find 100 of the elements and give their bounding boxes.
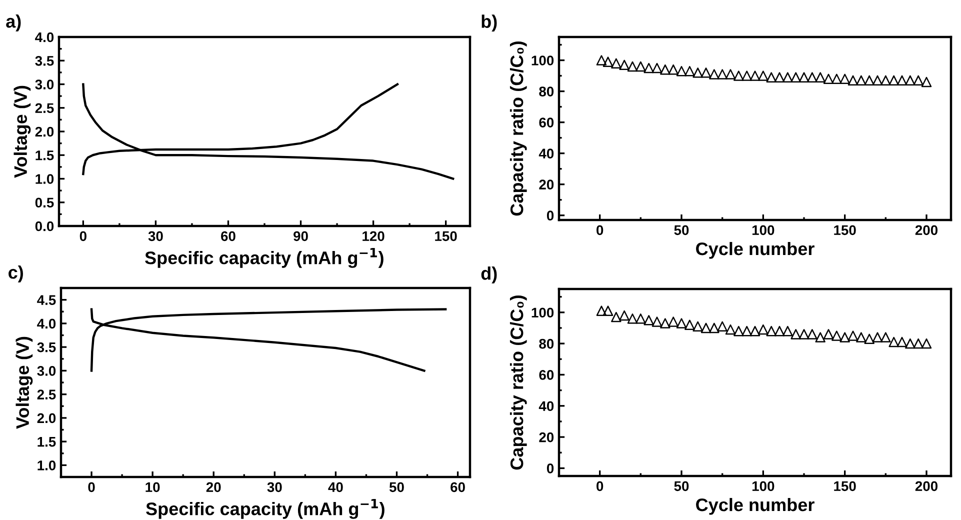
x-tick-label: 0 xyxy=(596,481,604,492)
y-tick-label: 1.0 xyxy=(36,174,54,184)
point xyxy=(872,75,883,86)
point xyxy=(758,70,768,81)
chart-title: a) xyxy=(6,14,21,32)
y-tick-label: 2.0 xyxy=(35,126,54,137)
x-tick-label: 30 xyxy=(267,482,282,492)
y-tick-label: 3.5 xyxy=(35,56,54,66)
y-tick-label: 4.5 xyxy=(37,295,56,305)
y-axis-title: Capacity ratio (C/C₀) xyxy=(510,296,527,470)
x-tick-label: 60 xyxy=(221,231,236,242)
point xyxy=(823,329,834,340)
y-tick-label: 0 xyxy=(546,464,554,474)
point xyxy=(750,70,760,81)
x-tick-label: 0 xyxy=(80,231,86,242)
point xyxy=(644,62,654,74)
y-axis-title: Voltage (V) xyxy=(14,86,31,178)
x-tick-label: 40 xyxy=(328,482,343,492)
point xyxy=(832,74,842,84)
y-tick-label: 1.5 xyxy=(36,150,54,160)
x-tick-label: 150 xyxy=(435,231,457,242)
point xyxy=(668,316,678,327)
point xyxy=(896,75,908,86)
y-tick-label: 2.5 xyxy=(37,390,56,400)
point xyxy=(856,332,866,342)
x-tick-label: 150 xyxy=(834,225,856,236)
y-tick-label: 2.0 xyxy=(37,413,56,424)
point xyxy=(921,76,932,88)
y-tick-label: 1.5 xyxy=(38,437,56,447)
point xyxy=(611,58,622,68)
x-tick-label: 200 xyxy=(915,481,938,492)
point xyxy=(864,75,874,86)
point xyxy=(660,318,670,328)
point xyxy=(856,75,866,86)
chart-title: c) xyxy=(8,266,23,282)
point xyxy=(913,338,924,349)
point xyxy=(684,320,695,330)
x-tick-label: 100 xyxy=(752,225,774,236)
point xyxy=(750,326,760,336)
point xyxy=(684,66,695,76)
y-tick-label: 4.0 xyxy=(35,32,54,42)
point xyxy=(627,61,638,72)
point xyxy=(905,338,916,349)
chart-title: b) xyxy=(482,14,497,32)
chart-title: d) xyxy=(481,266,497,284)
y-tick-label: 80 xyxy=(539,86,554,96)
point xyxy=(742,70,752,81)
x-tick-label: 150 xyxy=(834,481,856,492)
point xyxy=(676,318,687,328)
x-axis-title: Cycle number xyxy=(696,242,814,259)
point xyxy=(921,338,932,349)
x-tick-label: 30 xyxy=(148,231,163,242)
y-axis-title: Capacity ratio (C/C₀) xyxy=(510,42,527,216)
point xyxy=(790,72,801,82)
y-tick-label: 80 xyxy=(539,338,554,349)
point xyxy=(774,72,785,82)
point xyxy=(596,306,607,316)
y-tick-label: 0.5 xyxy=(35,198,54,208)
point xyxy=(596,55,607,66)
point xyxy=(660,64,670,75)
point xyxy=(734,70,744,81)
point xyxy=(602,306,614,316)
point xyxy=(766,326,776,336)
y-tick-label: 40 xyxy=(538,148,554,158)
y-tick-label: 1.0 xyxy=(38,460,56,470)
x-tick-label: 0 xyxy=(88,482,95,492)
point xyxy=(913,75,924,86)
x-tick-label: 90 xyxy=(294,231,308,242)
point xyxy=(790,329,801,340)
y-tick-label: 2.5 xyxy=(35,103,54,114)
y-tick-label: 40 xyxy=(538,401,554,412)
point xyxy=(766,72,776,82)
point xyxy=(725,324,736,335)
point xyxy=(823,74,834,84)
point xyxy=(888,336,899,348)
point xyxy=(636,313,646,324)
y-tick-label: 100 xyxy=(532,56,554,66)
point xyxy=(896,336,908,348)
point xyxy=(807,72,818,82)
y-tick-label: 3.0 xyxy=(35,80,54,90)
point xyxy=(709,69,720,80)
x-axis-title: Cycle number xyxy=(696,498,814,515)
point xyxy=(692,321,703,332)
x-tick-label: 200 xyxy=(915,225,938,236)
x-tick-label: 60 xyxy=(450,482,465,492)
point xyxy=(798,72,810,82)
point xyxy=(668,64,678,75)
point xyxy=(832,330,842,341)
point xyxy=(602,56,614,67)
x-tick-label: 20 xyxy=(206,482,221,492)
x-axis-title: Specific capacity (mAh g$^{−1}$) xyxy=(145,248,384,268)
x-tick-label: 10 xyxy=(146,482,160,492)
point xyxy=(619,60,630,70)
point xyxy=(888,75,899,86)
point xyxy=(840,74,850,84)
point xyxy=(700,68,712,78)
point xyxy=(644,315,654,326)
point xyxy=(725,69,736,80)
point xyxy=(774,326,785,336)
point xyxy=(872,332,883,342)
